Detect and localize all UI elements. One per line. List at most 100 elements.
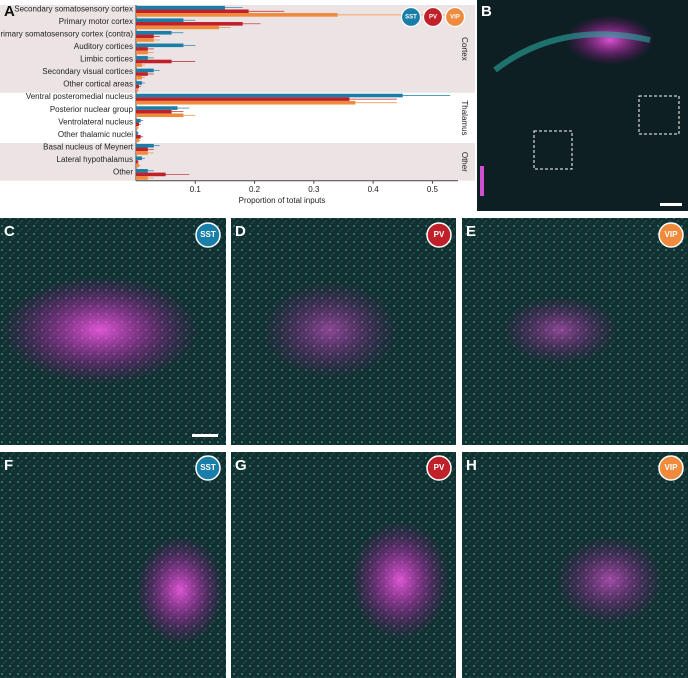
bar	[136, 143, 154, 148]
bar	[136, 75, 142, 80]
image-badge	[658, 222, 684, 248]
inset-box	[533, 130, 573, 170]
bar	[136, 156, 142, 161]
bar	[136, 106, 178, 110]
category-label: Limbic cortices	[80, 55, 133, 64]
bar	[136, 81, 142, 85]
category-label: Lateral hypothalamus	[57, 155, 134, 164]
bar	[136, 18, 184, 23]
scale-bar	[660, 203, 682, 206]
bar	[136, 172, 166, 177]
category-label: Secondary somatosensory cortex	[14, 4, 133, 13]
label-blob	[350, 520, 450, 640]
bar	[136, 56, 148, 60]
bar	[136, 163, 139, 168]
bar	[136, 47, 148, 51]
x-axis-title: Proportion of total inputs	[239, 196, 326, 205]
image-badge	[426, 222, 452, 248]
bar	[136, 169, 148, 173]
category-label: Primary motor cortex	[59, 17, 133, 26]
bar	[136, 38, 154, 42]
bar	[136, 9, 249, 14]
color-bar	[480, 166, 484, 196]
x-tick-label: 0.2	[249, 185, 261, 194]
panel-label: B	[481, 3, 492, 20]
bar	[136, 84, 139, 89]
category-label: Ventrolateral nucleus	[58, 117, 133, 126]
label-blob	[500, 295, 620, 365]
image-badge-label: VIP	[665, 463, 679, 472]
bar	[136, 151, 148, 155]
bar	[136, 22, 243, 26]
inset-box	[638, 95, 680, 135]
group-label: Cortex	[460, 37, 469, 61]
bar	[136, 50, 148, 55]
category-label: Secondary visual cortices	[42, 67, 133, 76]
bar	[136, 126, 138, 130]
bar	[136, 134, 141, 139]
bar	[136, 100, 356, 105]
group-band	[0, 143, 475, 181]
hippocampus	[493, 31, 651, 73]
image-badge-label: VIP	[665, 230, 679, 239]
category-label: Primary somatosensory cortex (contra)	[0, 29, 133, 38]
category-label: Auditory cortices	[74, 42, 133, 51]
bar	[136, 5, 225, 10]
legend-swatch	[422, 6, 444, 28]
image-badge-label: SST	[200, 230, 216, 239]
category-label: Ventral posteromedial nucleus	[26, 92, 133, 101]
panel-label: D	[235, 223, 246, 240]
bar	[136, 138, 139, 143]
bar	[136, 131, 138, 135]
legend-swatch	[444, 6, 466, 28]
bar	[136, 72, 148, 76]
bar	[136, 88, 138, 92]
category-label: Other	[113, 168, 133, 177]
image-badge	[426, 455, 452, 481]
bar-chart: Cortex Thalamus Other 0.1 0.2 0.3 0.4 0.5 Propor…	[0, 4, 475, 205]
label-blob	[565, 15, 655, 65]
category-label: Posterior nuclear group	[50, 105, 134, 114]
bar	[136, 30, 172, 35]
panel-label: E	[466, 223, 476, 240]
bar	[136, 97, 350, 101]
x-tick-label: 0.1	[190, 185, 202, 194]
image-badge-label: PV	[434, 230, 445, 239]
bar	[136, 113, 184, 118]
label-blob	[135, 535, 225, 645]
bar	[136, 122, 139, 127]
panel-label: F	[4, 457, 13, 474]
bar	[136, 93, 403, 98]
x-tick-label: 0.4	[368, 185, 380, 194]
image-badge	[195, 222, 221, 248]
x-tick-label: 0.5	[427, 185, 439, 194]
legend-label: PV	[429, 15, 437, 21]
legend-swatch	[400, 6, 422, 28]
bar	[136, 147, 148, 152]
bar	[136, 109, 172, 114]
panel-label: H	[466, 457, 477, 474]
image-badge-label: PV	[434, 463, 445, 472]
bar	[136, 59, 172, 64]
label-blob	[0, 275, 200, 385]
bar	[136, 68, 154, 73]
group-label: Other	[460, 152, 469, 172]
panel-label: C	[4, 223, 15, 240]
bar	[136, 25, 219, 30]
category-label: Other cortical areas	[63, 80, 133, 89]
bar	[136, 63, 142, 67]
scale-bar	[192, 434, 218, 437]
label-blob	[260, 280, 400, 380]
bar	[136, 160, 138, 164]
category-label: Basal nucleus of Meynert	[43, 142, 134, 151]
bar	[136, 13, 338, 17]
x-tick-label: 0.3	[308, 185, 320, 194]
category-label: Other thalamic nuclei	[58, 130, 133, 139]
label-blob	[555, 535, 665, 625]
panel-label: A	[4, 3, 15, 20]
image-badge-label: SST	[200, 463, 216, 472]
bar	[136, 118, 141, 123]
image-badge	[195, 455, 221, 481]
